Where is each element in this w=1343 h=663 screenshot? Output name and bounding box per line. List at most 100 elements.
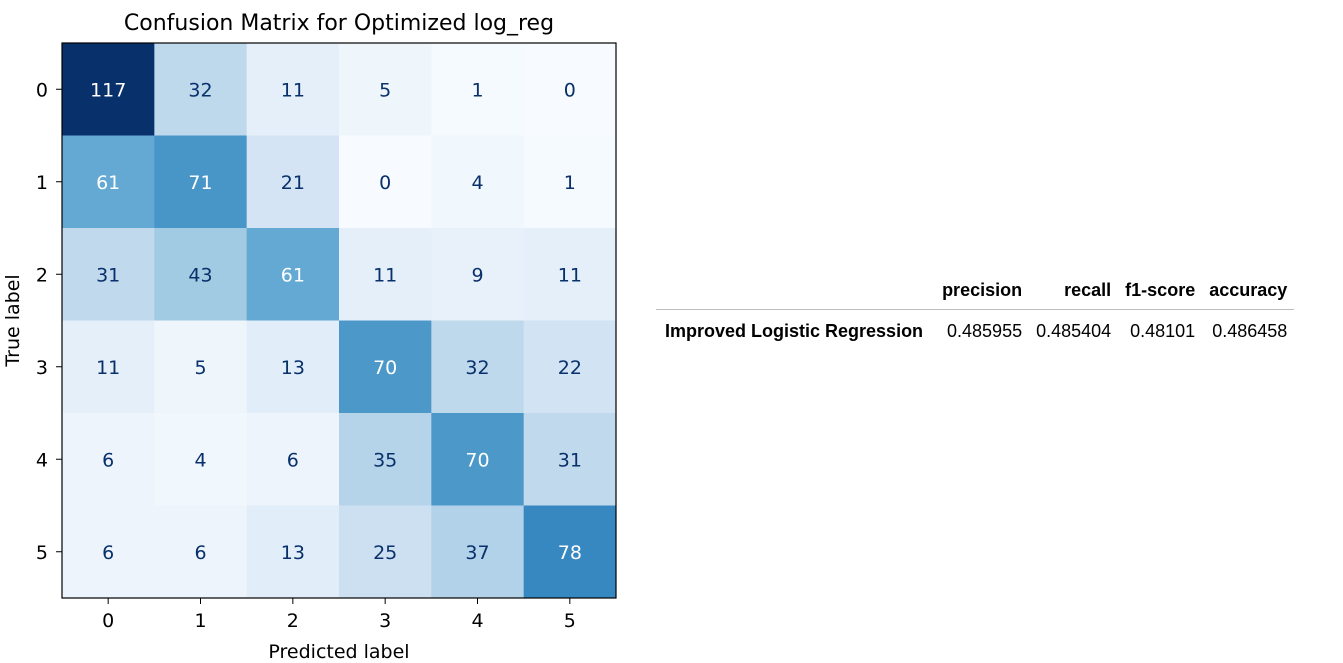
cell-value-label: 4	[194, 449, 206, 471]
matrix-cell	[523, 228, 617, 321]
matrix-cell	[523, 43, 617, 136]
metric-value-cell: 0.486458	[1212, 321, 1288, 341]
table-row: Improved Logistic Regression 0.485955 0.48…	[656, 310, 1294, 351]
cell-value-label: 13	[281, 357, 305, 379]
cell-value-label: 31	[96, 264, 120, 286]
matrix-cell	[523, 320, 617, 414]
metrics-body: Improved Logistic Regression 0.485955 0.48…	[656, 310, 1294, 351]
y-tick-label: 2	[36, 264, 48, 286]
cell-value-label: 9	[471, 264, 483, 286]
y-axis-label: True label	[2, 274, 24, 367]
cell-value-label: 78	[558, 542, 582, 564]
matrix-cell	[62, 413, 155, 506]
matrix-cell	[431, 413, 525, 506]
cell-value-label: 11	[373, 264, 397, 286]
confusion-matrix-chart: Confusion Matrix for Optimized log_reg 1…	[2, 11, 617, 663]
cell-value-label: 70	[373, 357, 397, 379]
cell-value-label: 6	[194, 542, 206, 564]
column-header-blank	[656, 272, 936, 310]
cell-value-label: 6	[287, 449, 299, 471]
y-tick-label: 1	[36, 172, 48, 194]
cell-value-label: 0	[379, 172, 391, 194]
matrix-cell	[523, 413, 617, 506]
matrix-cell	[431, 135, 525, 229]
cell-value-label: 1	[471, 79, 483, 101]
matrix-cell	[246, 413, 340, 506]
cell-value-label: 31	[558, 449, 582, 471]
x-tick-label: 0	[102, 610, 114, 632]
cell-value-label: 35	[373, 449, 397, 471]
matrix-cell	[154, 43, 248, 136]
y-axis-ticks: 0 1 2 3 4 5	[36, 79, 62, 564]
matrix-cell	[339, 43, 432, 136]
cell-value-label: 32	[465, 357, 489, 379]
cell-value-label: 61	[96, 172, 120, 194]
cell-value-label: 43	[188, 264, 212, 286]
cell-value-label: 1	[564, 172, 576, 194]
cell-value-label: 22	[558, 357, 582, 379]
cell-value-label: 70	[465, 449, 489, 471]
x-tick-label: 5	[564, 610, 576, 632]
cell-value-label: 11	[281, 79, 305, 101]
matrix-cell	[62, 43, 155, 136]
cell-value-label: 13	[281, 542, 305, 564]
matrix-cell	[523, 135, 617, 229]
matrix-cell	[62, 320, 155, 414]
x-tick-label: 4	[471, 610, 483, 632]
cell-value-label: 37	[465, 542, 489, 564]
cell-value-label: 71	[188, 172, 212, 194]
matrix-cell	[62, 228, 155, 321]
x-axis-label: Predicted label	[268, 641, 409, 663]
matrix-cell	[339, 135, 432, 229]
chart-title: Confusion Matrix for Optimized log_reg	[124, 11, 554, 36]
cell-value-label: 61	[281, 264, 305, 286]
metrics-table: precision recall f1-score accuracy Improved…	[656, 272, 1295, 351]
matrix-cell	[431, 320, 525, 414]
matrix-cell	[339, 413, 432, 506]
column-header: precision	[935, 272, 1030, 310]
matrix-cell	[246, 43, 340, 136]
row-label: Improved Logistic Regression	[665, 321, 924, 341]
matrix-cell	[246, 135, 340, 229]
matrix-cell	[62, 135, 155, 229]
cell-value-label: 25	[373, 542, 397, 564]
metric-value-cell: 0.485955	[947, 321, 1023, 341]
matrix-cell	[154, 320, 248, 414]
cell-value-label: 6	[102, 542, 114, 564]
column-header: f1-score	[1118, 272, 1203, 310]
column-header: recall	[1029, 272, 1119, 310]
plot-frame	[61, 42, 617, 599]
cell-value-label: 32	[188, 79, 212, 101]
cell-value-label: 11	[96, 357, 120, 379]
x-tick-label: 1	[194, 610, 206, 632]
metric-value-cell: 0.48101	[1130, 321, 1196, 341]
matrix-cell	[154, 228, 248, 321]
matrix-cell	[154, 413, 248, 506]
y-tick-label: 4	[36, 449, 48, 471]
cell-value-label: 21	[281, 172, 305, 194]
matrix-cell	[154, 505, 248, 599]
cell-value-label: 5	[379, 79, 391, 101]
metric-value-cell: 0.485404	[1036, 321, 1112, 341]
matrix-cell	[246, 320, 340, 414]
cell-value-label: 6	[102, 449, 114, 471]
matrix-cell	[431, 505, 525, 599]
cell-value-label: 5	[194, 357, 206, 379]
matrix-cell	[246, 505, 340, 599]
y-tick-label: 5	[36, 542, 48, 564]
metrics-header-row: precision recall f1-score accuracy	[656, 272, 1295, 310]
cell-value-label: 0	[564, 79, 576, 101]
matrix-cell	[154, 135, 248, 229]
matrix-cell	[339, 228, 432, 321]
y-tick-label: 0	[36, 79, 48, 101]
matrix-cell	[339, 320, 432, 414]
x-axis-ticks: 0 1 2 3 4 5	[102, 598, 576, 632]
column-header: accuracy	[1202, 272, 1295, 310]
x-tick-label: 3	[379, 610, 391, 632]
matrix-cell	[62, 505, 155, 599]
matrix-cell	[523, 505, 617, 599]
cell-value-label: 11	[558, 264, 582, 286]
matrix-cell	[431, 228, 525, 321]
y-tick-label: 3	[36, 357, 48, 379]
